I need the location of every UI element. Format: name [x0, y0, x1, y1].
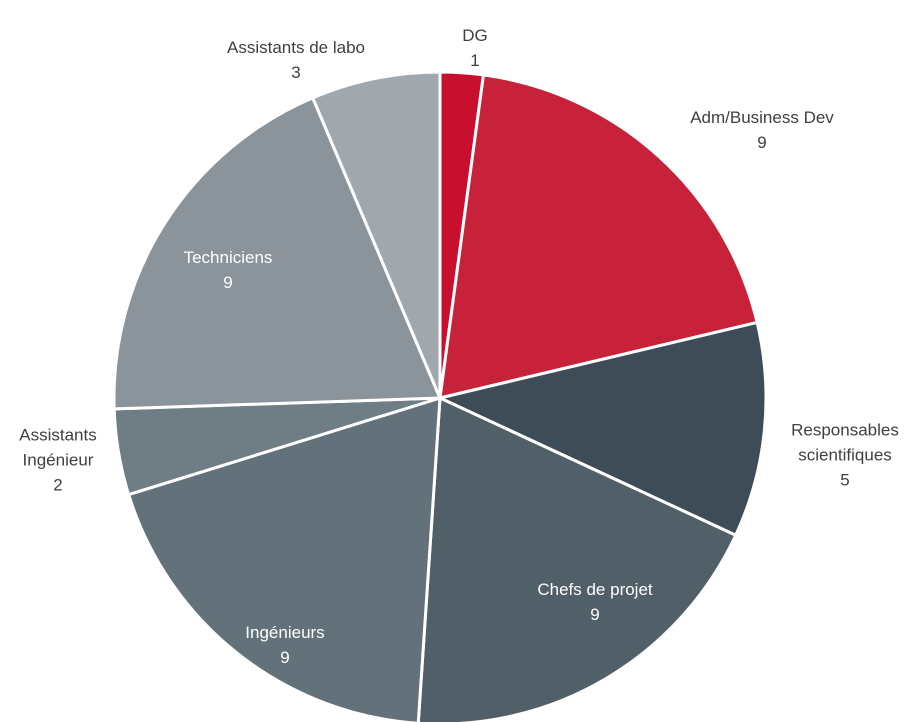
- category-label: DG: [462, 26, 488, 45]
- category-label: Techniciens: [183, 248, 273, 267]
- pie-slice: [112, 95, 443, 411]
- value-label: 9: [757, 133, 767, 152]
- category-label: Assistants Ingénieur: [19, 425, 97, 470]
- slice-label: Assistants Ingénieur 2: [8, 423, 108, 498]
- pie-slice: [438, 73, 759, 400]
- value-label: 1: [470, 51, 480, 70]
- pie-slice: [416, 395, 738, 722]
- slice-label: Assistants de labo 3: [186, 35, 406, 85]
- pie-slice: [126, 395, 442, 722]
- slice-label: Adm/Business Dev 9: [662, 105, 862, 155]
- pie-slice: [435, 320, 768, 538]
- value-label: 9: [280, 648, 290, 667]
- slice-label: Chefs de projet 9: [495, 577, 695, 627]
- value-label: 2: [53, 475, 63, 495]
- value-label: 5: [840, 470, 850, 490]
- slice-label: DG 1: [445, 23, 505, 73]
- slice-label: Techniciens 9: [148, 245, 308, 295]
- category-label: Chefs de projet: [537, 580, 653, 599]
- value-label: 3: [291, 63, 301, 82]
- value-label: 9: [590, 605, 600, 624]
- pie-slice: [310, 70, 442, 399]
- category-label: Ingénieurs: [245, 623, 325, 642]
- category-label: Adm/Business Dev: [690, 108, 834, 127]
- value-label: 9: [223, 273, 233, 292]
- category-label: Responsables scientifiques: [791, 420, 899, 465]
- slice-label: Ingénieurs 9: [205, 620, 365, 670]
- category-label: Assistants de labo: [227, 38, 365, 57]
- slice-label: Responsables scientifiques 5: [770, 418, 911, 493]
